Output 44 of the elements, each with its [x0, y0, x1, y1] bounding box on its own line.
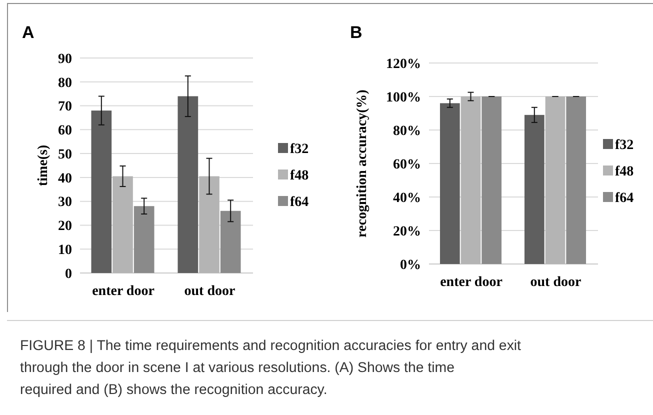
bar — [220, 210, 241, 273]
y-tick-label: 120% — [386, 56, 421, 72]
bar — [460, 96, 481, 264]
bar — [482, 96, 502, 264]
y-axis-title: recognition accuracy(%) — [355, 89, 370, 238]
y-tick-label: 20 — [58, 219, 72, 234]
y-tick-label: 40 — [58, 171, 72, 186]
y-tick-label: 20% — [393, 224, 421, 240]
x-tick-label: enter door — [440, 275, 502, 290]
y-tick-label: 80 — [58, 76, 72, 91]
bar — [545, 96, 566, 264]
legend-label: f48 — [615, 164, 634, 180]
y-tick-label: 60 — [58, 124, 72, 139]
legend-label: f32 — [290, 142, 309, 157]
legend-label: f64 — [615, 190, 634, 206]
chart-title: B — [350, 23, 362, 42]
bar — [178, 96, 198, 273]
y-tick-label: 0 — [65, 266, 72, 282]
x-tick-label: enter door — [92, 284, 154, 299]
x-tick-label: out door — [530, 275, 582, 290]
y-tick-label: 100% — [386, 90, 421, 106]
chart-title: A — [22, 23, 34, 42]
y-tick-label: 40% — [393, 190, 421, 206]
caption: FIGURE 8 | The time requirements and recognition accuracies for entry and exit through the door in scene I at various resolutions. (A) Shows the time required and (B) shows the recognition accuracy. — [20, 338, 522, 398]
y-tick-label: 80% — [393, 124, 421, 139]
bar — [199, 176, 220, 273]
legend-label: f64 — [290, 194, 309, 210]
legend-label: f48 — [290, 168, 309, 184]
y-tick-label: 60% — [393, 157, 421, 172]
bar — [440, 103, 460, 264]
bar — [112, 176, 133, 273]
y-tick-label: 0% — [400, 258, 421, 273]
y-tick-label: 90 — [58, 52, 72, 67]
bar — [566, 96, 586, 264]
bar — [134, 206, 154, 273]
x-tick-label: out door — [184, 284, 236, 299]
legend-label: f32 — [615, 138, 634, 153]
y-tick-label: 70 — [58, 100, 72, 115]
y-tick-label: 50 — [58, 147, 72, 162]
y-tick-label: 30 — [58, 195, 72, 210]
bar — [524, 114, 544, 264]
y-axis-title: time(s) — [36, 144, 51, 186]
y-tick-label: 10 — [58, 243, 72, 258]
bar — [91, 110, 112, 273]
